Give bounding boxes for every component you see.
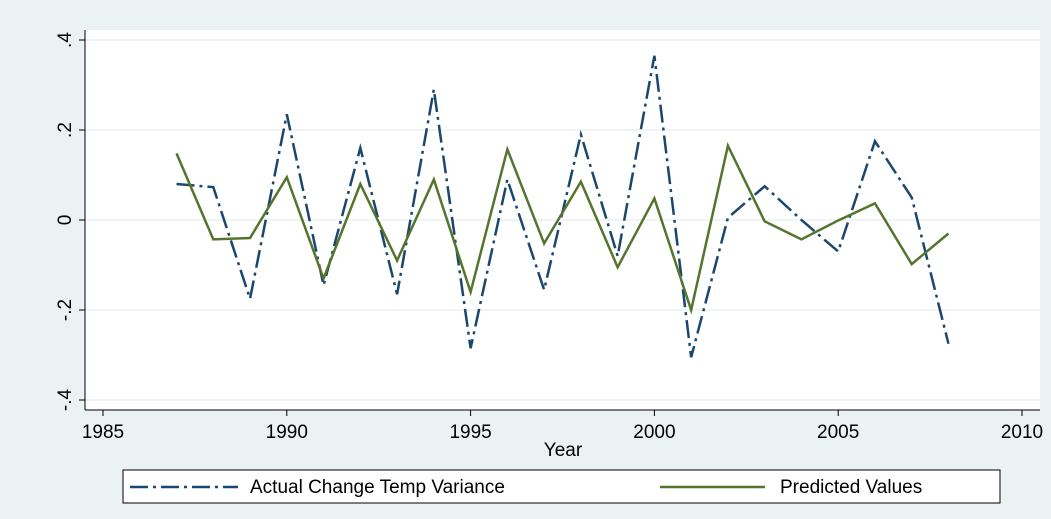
y-tick-label: -.2: [55, 299, 76, 321]
x-tick-label: 1985: [82, 422, 124, 443]
y-tick-label: 0: [55, 215, 76, 226]
x-tick-label: 2005: [817, 422, 859, 443]
x-tick-label: 2000: [633, 422, 675, 443]
series-line: [175, 141, 950, 315]
y-tick-label: -.4: [55, 388, 76, 411]
legend-box: [122, 469, 1001, 504]
x-tick-label: 1990: [266, 422, 308, 443]
legend-label: Actual Change Temp Variance: [250, 477, 505, 498]
x-tick-label: 1995: [449, 422, 491, 443]
y-tick-label: .2: [55, 122, 76, 138]
x-tick-label: 2010: [1001, 422, 1043, 443]
y-tick-label: .4: [55, 32, 76, 48]
legend-label: Predicted Values: [780, 477, 922, 498]
x-axis-title: Year: [544, 440, 583, 461]
